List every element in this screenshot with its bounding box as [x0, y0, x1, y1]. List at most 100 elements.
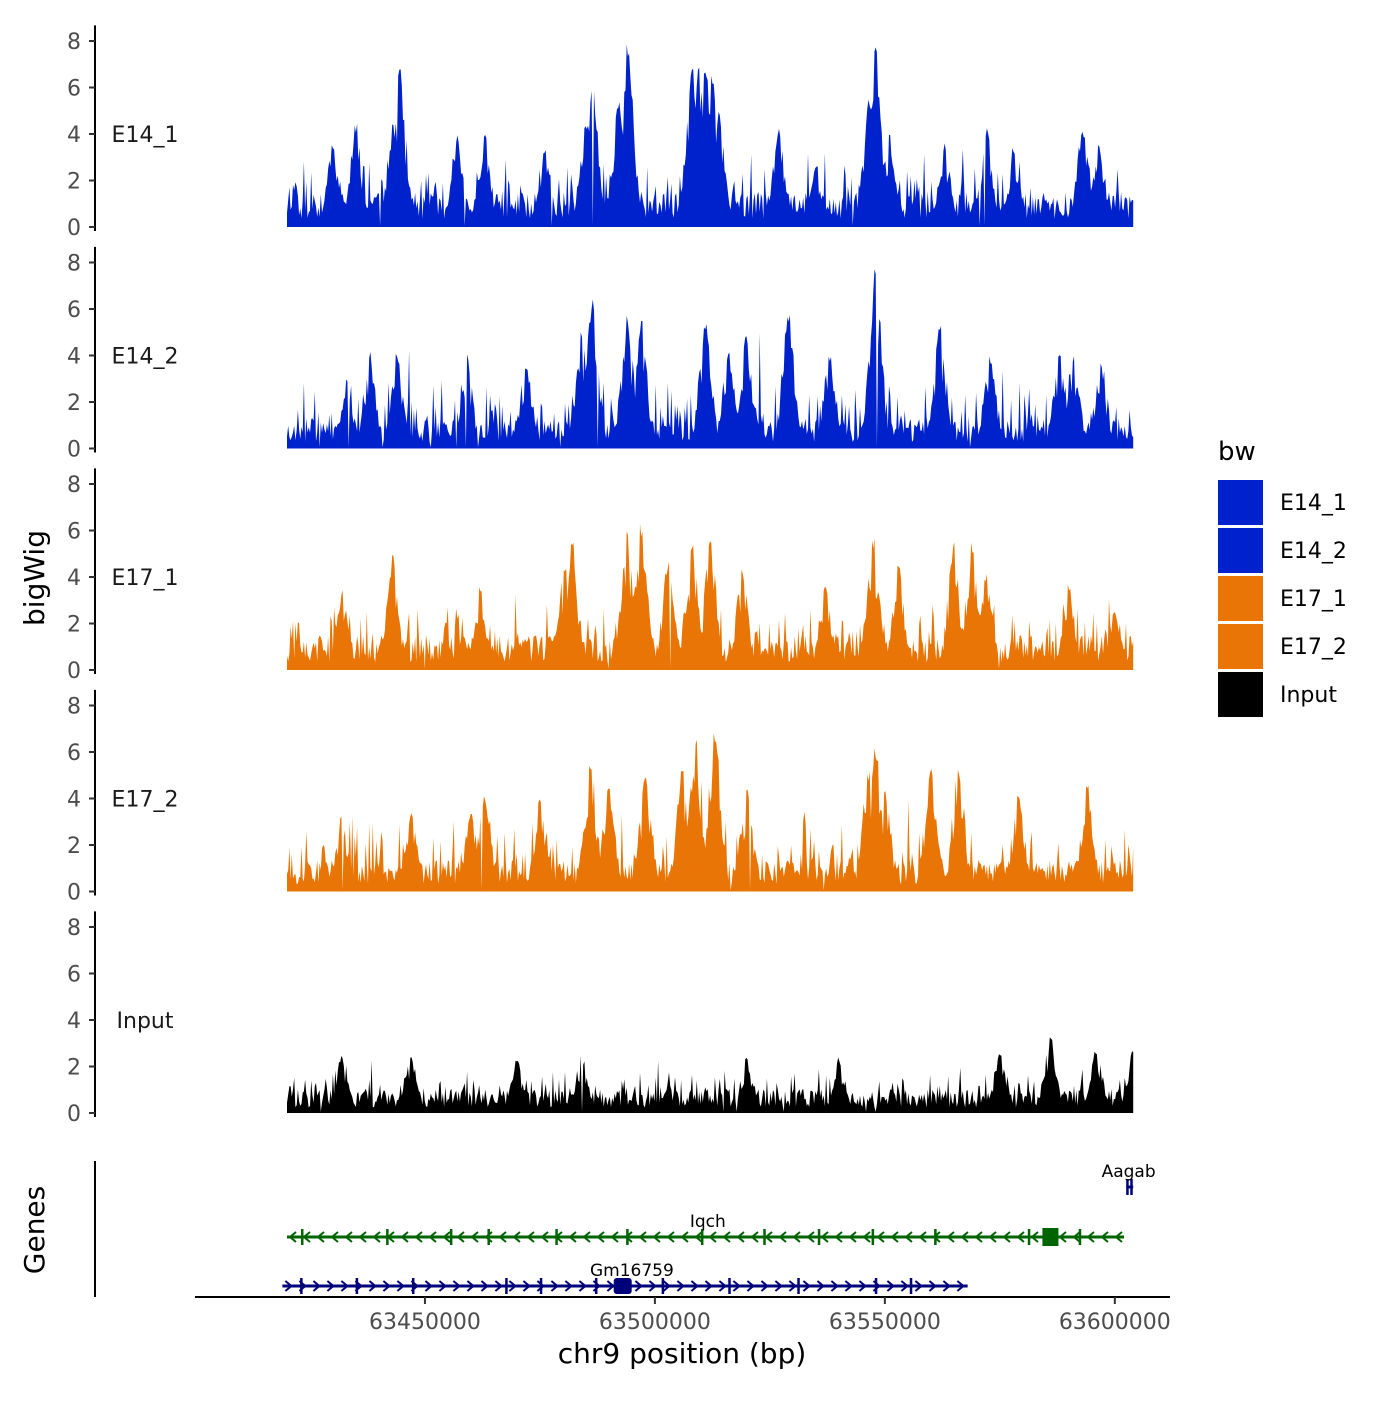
y-tick-label: 2: [67, 834, 81, 859]
exon: [874, 1278, 878, 1294]
strand-arrow: [382, 1280, 391, 1292]
strand-arrow: [536, 1280, 545, 1292]
y-tick-label: 4: [67, 566, 81, 591]
track-E14_2: 0 2 4 6 8 E14_2: [67, 246, 1134, 463]
strand-arrow: [928, 1280, 937, 1292]
track-E14_1: 0 2 4 6 8 E14_1: [67, 25, 1134, 241]
strand-arrow: [466, 1280, 475, 1292]
strand-arrow: [456, 1231, 465, 1243]
strand-arrow: [676, 1280, 685, 1292]
legend-swatch-E17_2: [1218, 624, 1263, 669]
exon: [300, 1229, 304, 1245]
strand-arrow: [540, 1231, 549, 1243]
strand-arrow: [498, 1231, 507, 1243]
y-tick-label: 0: [67, 659, 81, 684]
strand-arrow: [914, 1280, 923, 1292]
x-axis: 63450000 63500000 63550000 63600000: [195, 1296, 1171, 1335]
strand-arrow: [396, 1280, 405, 1292]
strand-arrow: [414, 1231, 423, 1243]
strand-arrow: [368, 1280, 377, 1292]
strand-arrow: [522, 1280, 531, 1292]
exon: [594, 1278, 598, 1294]
exon: [449, 1229, 453, 1245]
strand-arrow: [638, 1231, 647, 1243]
strand-arrow: [918, 1231, 927, 1243]
strand-arrow: [816, 1280, 825, 1292]
exon: [871, 1229, 875, 1245]
gene-Gm16759: Gm16759: [282, 1261, 968, 1294]
x-axis-title: chr9 position (bp): [558, 1337, 807, 1370]
y-tick-label: 0: [67, 216, 81, 241]
strand-arrow: [1016, 1231, 1025, 1243]
strand-arrow: [442, 1231, 451, 1243]
exon: [797, 1278, 800, 1294]
exon: [300, 1278, 303, 1294]
exon-block: [613, 1278, 632, 1294]
exon: [386, 1229, 389, 1245]
strand-arrow: [582, 1231, 591, 1243]
legend-label-E17_1: E17_1: [1280, 587, 1347, 612]
strand-arrow: [732, 1280, 741, 1292]
y-tick-label: 2: [67, 1056, 81, 1081]
strand-arrow: [494, 1280, 503, 1292]
strand-arrow: [316, 1231, 325, 1243]
exon: [355, 1278, 359, 1294]
strand-arrow: [484, 1231, 493, 1243]
strand-arrow: [606, 1280, 615, 1292]
track-label: E14_1: [112, 123, 179, 148]
legend-label-E14_1: E14_1: [1280, 491, 1347, 516]
strand-arrow: [946, 1231, 955, 1243]
strand-arrow: [564, 1280, 573, 1292]
strand-arrow: [1100, 1231, 1109, 1243]
strand-arrow: [330, 1231, 339, 1243]
exon: [661, 1278, 665, 1294]
strand-arrow: [284, 1280, 293, 1292]
strand-arrow: [774, 1280, 783, 1292]
strand-arrow: [760, 1280, 769, 1292]
strand-arrow: [806, 1231, 815, 1243]
y-tick-label: 2: [67, 170, 81, 195]
strand-arrow: [662, 1280, 671, 1292]
genes-layer: Aagab Iqch Gm16759: [94, 1161, 1156, 1297]
y-tick-label: 6: [67, 741, 81, 766]
gene-Iqch: Iqch: [286, 1212, 1125, 1246]
y-tick-label: 8: [67, 695, 81, 720]
strand-arrow: [610, 1231, 619, 1243]
legend-label-Input: Input: [1280, 683, 1337, 708]
strand-arrow: [960, 1231, 969, 1243]
exon: [411, 1278, 415, 1294]
strand-arrow: [652, 1231, 661, 1243]
y-tick-label: 8: [67, 916, 81, 941]
gene-Aagab: Aagab: [1102, 1162, 1156, 1195]
strand-arrow: [750, 1231, 759, 1243]
track-Input: 0 2 4 6 8 Input: [67, 911, 1134, 1127]
strand-arrow: [932, 1231, 941, 1243]
x-tick-label: 63450000: [369, 1310, 481, 1335]
strand-arrow: [886, 1280, 895, 1292]
tracks-layer: 0 2 4 6 8 E14_1 0 2 4 6 8 E14_2 0 2 4 6 8 E17_1 0 2 4 6 8 E17_2…: [67, 25, 1134, 1127]
strand-arrow: [470, 1231, 479, 1243]
strand-arrow: [526, 1231, 535, 1243]
strand-arrow: [746, 1280, 755, 1292]
strand-arrow: [596, 1231, 605, 1243]
legend-label-E17_2: E17_2: [1280, 635, 1347, 660]
y-tick-label: 8: [67, 252, 81, 277]
y-tick-label: 2: [67, 391, 81, 416]
y-axis-title: bigWig: [18, 530, 51, 626]
exon: [1078, 1229, 1082, 1245]
exon: [487, 1229, 490, 1245]
genes-axis-title: Genes: [18, 1186, 51, 1274]
legend-swatch-E17_1: [1218, 576, 1263, 621]
strand-arrow: [690, 1280, 699, 1292]
exon: [555, 1229, 558, 1245]
strand-arrow: [848, 1231, 857, 1243]
exon: [1126, 1179, 1129, 1195]
strand-arrow: [792, 1231, 801, 1243]
y-tick-label: 0: [67, 881, 81, 906]
strand-arrow: [862, 1231, 871, 1243]
strand-arrow: [428, 1231, 437, 1243]
strand-arrow: [568, 1231, 577, 1243]
strand-arrow: [344, 1231, 353, 1243]
track-label: E17_1: [112, 566, 179, 591]
